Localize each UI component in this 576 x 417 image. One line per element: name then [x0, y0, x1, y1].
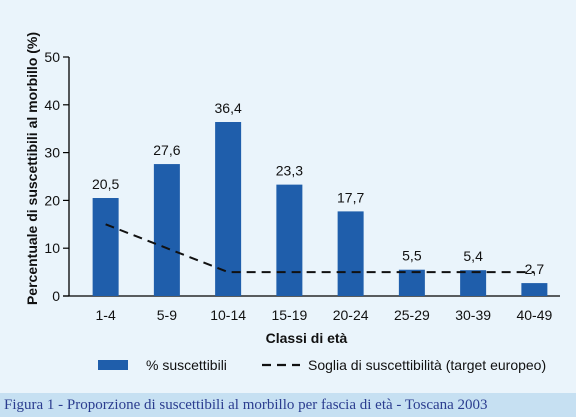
data-label: 17,7	[337, 189, 364, 205]
legend-label-bars: % suscettibili	[146, 357, 227, 373]
bar-1-4	[92, 198, 119, 296]
y-tick-label: 20	[44, 192, 60, 208]
y-tick-label: 30	[44, 145, 60, 161]
data-label: 23,3	[276, 163, 303, 179]
caption-text: - Proporzione di suscettibili al morbill…	[54, 397, 488, 413]
legend-swatch-bars	[98, 360, 128, 370]
bar-20-24	[337, 211, 364, 296]
bar-40-49	[521, 283, 548, 296]
x-tick-label: 1-4	[96, 307, 116, 323]
data-label: 5,5	[402, 248, 422, 264]
bar-5-9	[153, 164, 180, 296]
y-axis-title: Percentuale di suscettibili al morbillo …	[24, 32, 40, 305]
y-tick-label: 40	[44, 97, 60, 113]
data-label: 2,7	[525, 261, 545, 277]
x-tick-label: 40-49	[516, 307, 552, 323]
x-axis-title: Classi di età	[266, 330, 348, 346]
threshold-line	[105, 223, 535, 274]
x-tick-label: 15-19	[271, 307, 307, 323]
figure-caption: Figura 1 - Proporzione di suscettibili a…	[0, 393, 576, 417]
bar-30-39	[460, 270, 487, 296]
x-tick-label: 20-24	[333, 307, 369, 323]
caption-label: Figura 1	[4, 397, 55, 413]
bar-15-19	[276, 184, 303, 296]
x-tick-label: 25-29	[394, 307, 430, 323]
x-tick-label: 10-14	[210, 307, 246, 323]
data-label: 20,5	[92, 176, 119, 192]
data-label: 27,6	[153, 142, 180, 158]
legend-label-threshold: Soglia di suscettibilità (target europeo…	[308, 357, 546, 373]
data-label: 36,4	[215, 100, 242, 116]
y-tick-label: 50	[44, 49, 60, 65]
x-tick-label: 30-39	[455, 307, 491, 323]
data-label: 5,4	[463, 248, 483, 264]
y-tick-label: 0	[52, 288, 60, 304]
y-tick-label: 10	[44, 240, 60, 256]
bar-25-29	[398, 269, 425, 296]
x-tick-label: 5-9	[157, 307, 177, 323]
bar-10-14	[215, 122, 242, 297]
